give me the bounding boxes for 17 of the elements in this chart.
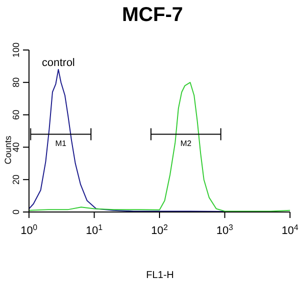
y-tick-label: 60 xyxy=(11,110,21,120)
x-tick-label: 10$^{0}$ xyxy=(20,222,38,237)
y-tick-label: 20 xyxy=(11,174,21,185)
x-tick-label: 10$^{4}$ xyxy=(282,222,299,237)
y-axis-title: Counts xyxy=(3,135,13,164)
y-tick-label: 80 xyxy=(11,77,21,88)
series-label: control xyxy=(42,56,75,69)
x-axis-title: FL1-H xyxy=(146,270,174,281)
y-tick-label: 40 xyxy=(11,142,21,152)
series-label: M2 xyxy=(180,138,192,148)
x-tick-label: 10$^{1}$ xyxy=(86,222,104,237)
x-tick-label: 10$^{3}$ xyxy=(216,222,234,237)
y-tick-label: 0 xyxy=(11,209,21,215)
x-tick-label: 10$^{2}$ xyxy=(151,222,168,237)
y-tick-label: 100 xyxy=(11,42,21,58)
series-label: M1 xyxy=(55,138,67,148)
chart-title: MCF-7 xyxy=(120,4,184,27)
